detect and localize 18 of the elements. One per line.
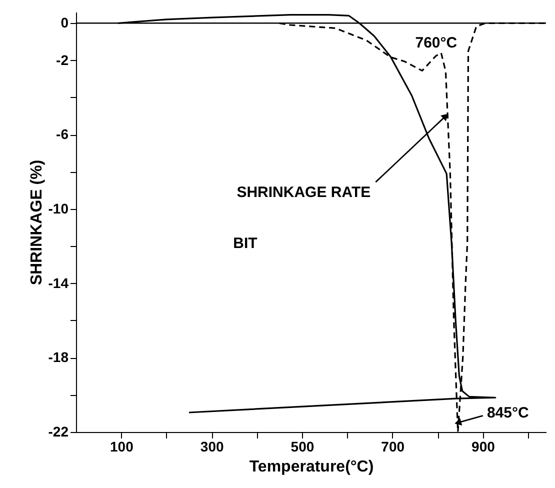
x-tick-label: 500	[290, 438, 314, 454]
y-tick-label: 0	[60, 14, 69, 31]
x-tick-label: 300	[200, 438, 224, 454]
annotation: BIT	[233, 235, 258, 252]
annotation: 760°C	[415, 34, 458, 52]
x-axis-title: Temperature(°C)	[249, 458, 374, 476]
x-tick-label: 700	[381, 438, 405, 454]
y-tick-label: -2	[56, 52, 69, 68]
x-tick-label: 100	[110, 438, 134, 454]
y-tick-label: -22	[48, 424, 69, 440]
y-tick-label: -18	[48, 349, 69, 366]
annotation: 845°C	[486, 404, 529, 422]
y-tick-label: -14	[48, 274, 69, 291]
y-axis-title: SHRINKAGE (%)	[28, 160, 46, 286]
y-tick-label: -10	[48, 200, 69, 216]
x-tick-label: 900	[472, 438, 496, 454]
annotation: SHRINKAGE RATE	[236, 184, 371, 202]
y-tick-label: -6	[56, 126, 69, 142]
